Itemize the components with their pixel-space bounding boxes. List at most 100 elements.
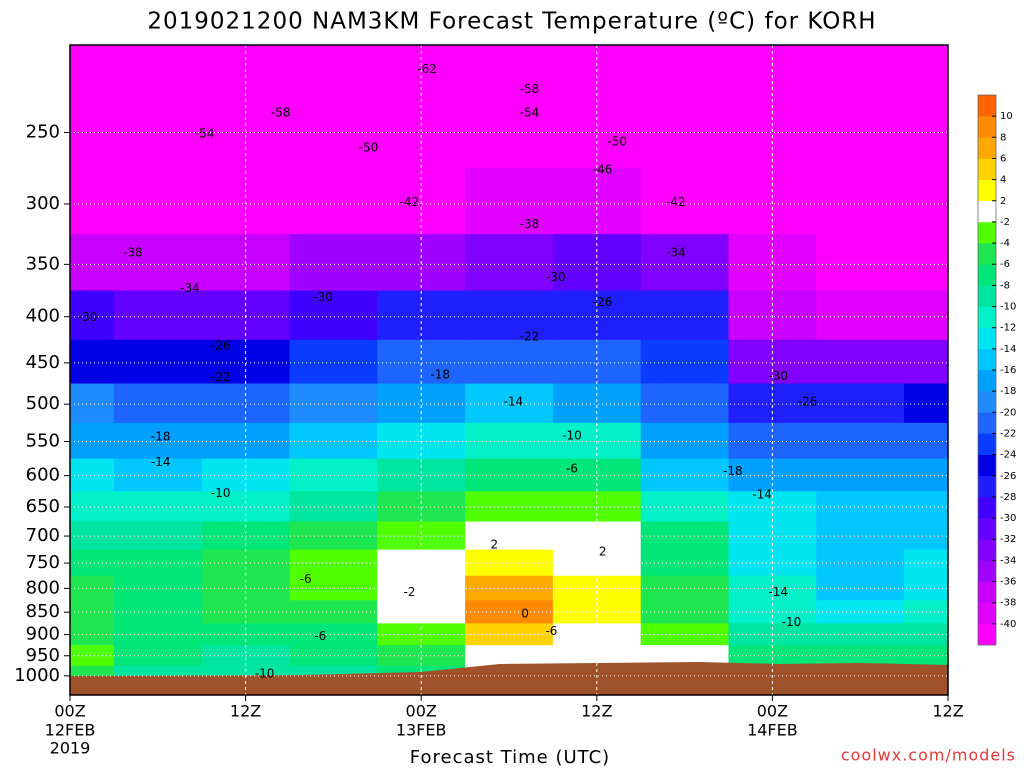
- field-cell: [113, 290, 203, 341]
- field-cell: [70, 339, 115, 385]
- colorbar-label: -40: [1000, 619, 1016, 630]
- field-cell: [289, 290, 378, 341]
- contour-label: -30: [768, 369, 788, 383]
- contour-label: -22: [520, 329, 540, 343]
- colorbar-label: -14: [1000, 344, 1016, 355]
- contour-label: -14: [752, 487, 772, 501]
- field-cell: [904, 88, 949, 169]
- field-cell: [816, 549, 905, 577]
- y-tick-label: 300: [26, 193, 60, 214]
- contour-label: -38: [123, 245, 143, 259]
- field-cell: [289, 234, 378, 292]
- colorbar-label: -18: [1000, 386, 1016, 397]
- contour-label: -26: [593, 295, 613, 309]
- field-cell: [904, 383, 949, 424]
- colorbar-label: -28: [1000, 492, 1016, 503]
- contour-label: -18: [151, 430, 171, 444]
- field-cell: [816, 521, 905, 551]
- y-tick-label: 900: [26, 624, 60, 645]
- contour-label: -18: [430, 367, 450, 381]
- field-cell: [640, 491, 729, 523]
- field-cell: [465, 422, 554, 460]
- field-cell: [640, 168, 729, 235]
- field-cell: [465, 45, 554, 90]
- field-cell: [816, 600, 905, 624]
- field-cell: [640, 88, 729, 169]
- field-cell: [377, 600, 466, 624]
- colorbar-segment: [978, 623, 996, 646]
- colorbar-segment: [978, 348, 996, 371]
- x-axis-label: Forecast Time (UTC): [410, 747, 610, 768]
- field-cell: [816, 458, 905, 492]
- contour-label: 0: [521, 607, 529, 621]
- colorbar-segment: [978, 454, 996, 477]
- field-cell: [816, 234, 905, 292]
- field-cell: [465, 645, 554, 667]
- colorbar-label: -8: [1000, 280, 1010, 291]
- field-cell: [289, 458, 378, 492]
- field-cell: [289, 88, 378, 169]
- colorbar-label: -34: [1000, 555, 1016, 566]
- colorbar-segment: [978, 496, 996, 519]
- x-tick-label: 12Z: [932, 702, 963, 721]
- colorbar-label: -4: [1000, 238, 1010, 249]
- field-cell: [640, 45, 729, 90]
- y-tick-label: 850: [26, 601, 60, 622]
- x-tick-label: 12Z: [581, 702, 612, 721]
- colorbar-segment: [978, 391, 996, 413]
- field-cell: [816, 383, 905, 424]
- field-cell: [70, 45, 115, 90]
- field-cell: [640, 600, 729, 624]
- field-cell: [70, 549, 115, 577]
- colorbar-segment: [978, 412, 996, 434]
- y-tick-label: 1000: [14, 665, 60, 686]
- field-cell: [70, 88, 115, 169]
- field-cell: [289, 422, 378, 460]
- field-cell: [70, 383, 115, 424]
- field-cell: [113, 422, 203, 460]
- field-cell: [289, 383, 378, 424]
- contour-label: -14: [768, 585, 788, 599]
- field-cell: [904, 422, 949, 460]
- terrain: [70, 662, 948, 695]
- contour-label: -26: [211, 338, 231, 352]
- field-cell: [640, 521, 729, 551]
- colorbar-label: 10: [1000, 111, 1013, 122]
- field-cell: [816, 168, 905, 235]
- field-cell: [816, 339, 905, 385]
- y-tick-label: 500: [26, 393, 60, 414]
- contour-label: -30: [546, 270, 566, 284]
- contour-label: -26: [798, 394, 818, 408]
- contour-labels: -62-58-58 -54-54-50 -50-46-42 -42-38-38 -34-…: [78, 62, 818, 680]
- plot-border: [69, 44, 949, 696]
- colorbar-label: 6: [1000, 153, 1006, 164]
- colorbar-label: -22: [1000, 428, 1016, 439]
- field-cell: [640, 645, 729, 667]
- colorbar-label: -32: [1000, 534, 1016, 545]
- colorbar-segment: [978, 370, 996, 392]
- x-tick-label: 00Z: [757, 702, 788, 721]
- field-cell: [289, 549, 378, 577]
- field-cell: [289, 645, 378, 667]
- field-cell: [289, 491, 378, 523]
- colorbar-segment: [978, 95, 996, 117]
- x-date-label: 14FEB: [747, 721, 798, 740]
- colorbar-segment: [978, 475, 996, 498]
- field-cell: [70, 645, 115, 667]
- contour-label: -10: [211, 486, 231, 500]
- field-cell: [70, 521, 115, 551]
- contour-label: -50: [607, 134, 627, 148]
- field-cell: [640, 458, 729, 492]
- field-cell: [201, 458, 290, 492]
- contour-label: -54: [520, 106, 540, 120]
- field-cell: [728, 645, 817, 667]
- field-cell: [70, 458, 115, 492]
- field-cell: [640, 623, 729, 646]
- x-tick-label: 12Z: [230, 702, 261, 721]
- colorbar-segment: [978, 602, 996, 625]
- contour-label: -6: [566, 462, 578, 476]
- field-cell: [816, 290, 905, 341]
- contour-label: 2: [491, 537, 499, 551]
- colorbar-segment: [978, 137, 996, 159]
